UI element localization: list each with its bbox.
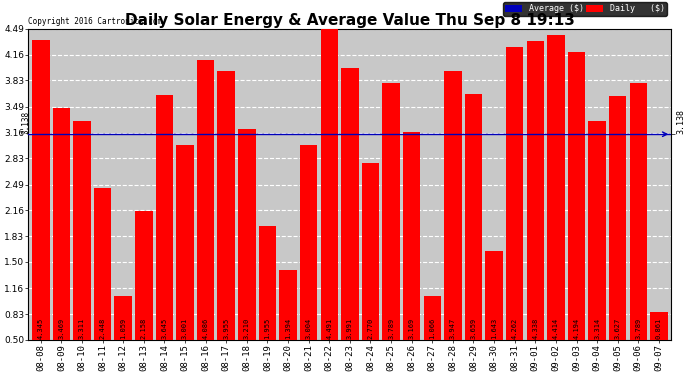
- Bar: [238, 129, 255, 375]
- Bar: [115, 296, 132, 375]
- Text: 3.311: 3.311: [79, 318, 85, 339]
- Bar: [279, 270, 297, 375]
- Text: Copyright 2016 Cartronics.com: Copyright 2016 Cartronics.com: [28, 17, 163, 26]
- Text: 4.491: 4.491: [326, 318, 333, 339]
- Text: 3.789: 3.789: [388, 318, 394, 339]
- Text: 3.469: 3.469: [59, 318, 64, 339]
- Bar: [382, 84, 400, 375]
- Text: 1.059: 1.059: [120, 318, 126, 339]
- Bar: [94, 188, 111, 375]
- Bar: [32, 40, 50, 375]
- Text: 4.194: 4.194: [573, 318, 580, 339]
- Bar: [424, 296, 441, 375]
- Bar: [73, 121, 91, 375]
- Bar: [444, 71, 462, 375]
- Text: 3.627: 3.627: [615, 318, 621, 339]
- Bar: [629, 84, 647, 375]
- Text: 3.001: 3.001: [182, 318, 188, 339]
- Text: 2.158: 2.158: [141, 318, 147, 339]
- Text: 2.448: 2.448: [99, 318, 106, 339]
- Bar: [568, 52, 585, 375]
- Text: 3.955: 3.955: [224, 318, 229, 339]
- Text: 3.789: 3.789: [635, 318, 641, 339]
- Text: 3.659: 3.659: [471, 318, 477, 339]
- Bar: [300, 145, 317, 375]
- Bar: [52, 108, 70, 375]
- Text: 1.066: 1.066: [429, 318, 435, 339]
- Title: Daily Solar Energy & Average Value Thu Sep 8 19:13: Daily Solar Energy & Average Value Thu S…: [125, 13, 575, 28]
- Text: 2.770: 2.770: [368, 318, 373, 339]
- Bar: [589, 120, 606, 375]
- Bar: [526, 41, 544, 375]
- Bar: [156, 95, 173, 375]
- Bar: [506, 46, 524, 375]
- Text: 4.338: 4.338: [532, 318, 538, 339]
- Text: 1.394: 1.394: [285, 318, 291, 339]
- Text: 3.947: 3.947: [450, 318, 456, 339]
- Bar: [321, 29, 338, 375]
- Text: 4.086: 4.086: [203, 318, 208, 339]
- Bar: [547, 35, 564, 375]
- Text: 4.345: 4.345: [38, 318, 44, 339]
- Bar: [217, 70, 235, 375]
- Bar: [176, 145, 194, 375]
- Bar: [259, 226, 276, 375]
- Text: 3.169: 3.169: [408, 318, 415, 339]
- Bar: [465, 94, 482, 375]
- Text: 3.314: 3.314: [594, 318, 600, 339]
- Bar: [403, 132, 420, 375]
- Bar: [341, 68, 359, 375]
- Text: 3.991: 3.991: [347, 318, 353, 339]
- Text: 3.210: 3.210: [244, 318, 250, 339]
- Bar: [362, 163, 380, 375]
- Bar: [609, 96, 627, 375]
- Bar: [650, 312, 668, 375]
- Bar: [485, 251, 503, 375]
- Text: 3.138: 3.138: [21, 111, 30, 134]
- Text: 4.414: 4.414: [553, 318, 559, 339]
- Text: 1.955: 1.955: [264, 318, 270, 339]
- Text: 3.645: 3.645: [161, 318, 168, 339]
- Text: 4.262: 4.262: [512, 318, 518, 339]
- Text: 1.643: 1.643: [491, 318, 497, 339]
- Text: 3.004: 3.004: [306, 318, 312, 339]
- Legend: Average ($), Daily   ($): Average ($), Daily ($): [503, 2, 667, 16]
- Text: 0.861: 0.861: [656, 318, 662, 339]
- Bar: [135, 211, 152, 375]
- Bar: [197, 60, 215, 375]
